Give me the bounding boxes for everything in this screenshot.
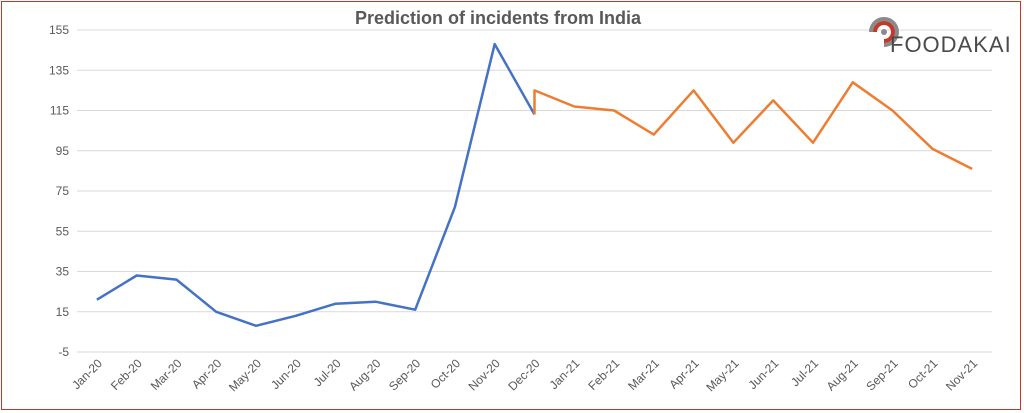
x-tick-label: Oct-21 (905, 356, 941, 392)
x-tick-label: Jun-20 (268, 356, 304, 392)
y-axis-ticks: 155 135 115 95 75 55 35 15 -5 (49, 23, 69, 359)
x-tick-label: May-20 (226, 356, 264, 394)
x-tick-label: Jan-21 (547, 356, 583, 392)
x-tick-label: Nov-20 (466, 356, 503, 393)
series-lines (96, 42, 973, 328)
series-line-prediction (533, 81, 973, 171)
x-tick-label: Nov-21 (943, 356, 980, 393)
x-tick-label: Aug-21 (824, 356, 861, 393)
x-tick-label: Apr-21 (666, 356, 702, 392)
x-tick-label: Jan-20 (69, 356, 105, 392)
y-tick-label: 135 (49, 63, 69, 77)
y-tick-label: 55 (56, 224, 70, 238)
x-tick-label: Jun-21 (745, 356, 781, 392)
x-tick-label: Oct-20 (428, 356, 464, 392)
y-tick-label: 155 (49, 23, 69, 37)
foodakai-logo-icon (869, 17, 899, 47)
y-tick-label: 35 (56, 265, 70, 279)
x-tick-label: Feb-20 (108, 356, 145, 393)
series-line-actual (96, 42, 536, 328)
x-tick-label: Dec-20 (505, 356, 542, 393)
y-tick-label: 15 (56, 305, 70, 319)
x-tick-label: Feb-21 (585, 356, 622, 393)
x-tick-label: Mar-20 (148, 356, 185, 393)
x-tick-label: Mar-21 (625, 356, 662, 393)
x-tick-label: May-21 (703, 356, 741, 394)
x-tick-label: Sep-20 (386, 356, 423, 393)
x-tick-label: Apr-20 (189, 356, 225, 392)
foodakai-logo: FOODAKAI (869, 17, 1012, 57)
grid-lines (77, 29, 992, 353)
foodakai-logo-text: FOODAKAI (890, 32, 1012, 57)
x-tick-label: Sep-21 (863, 356, 900, 393)
chart-title: Prediction of incidents from India (355, 8, 642, 28)
y-tick-label: 95 (56, 144, 70, 158)
y-tick-label: 75 (56, 184, 70, 198)
x-tick-label: Jul-20 (311, 356, 344, 389)
x-axis-ticks: Jan-20 Feb-20 Mar-20 Apr-20 May-20 Jun-20 Jul-… (69, 356, 980, 394)
y-tick-label: 115 (50, 104, 69, 118)
x-tick-label: Jul-21 (788, 356, 821, 389)
x-tick-label: Aug-20 (346, 356, 383, 393)
y-tick-label: -5 (58, 345, 69, 359)
